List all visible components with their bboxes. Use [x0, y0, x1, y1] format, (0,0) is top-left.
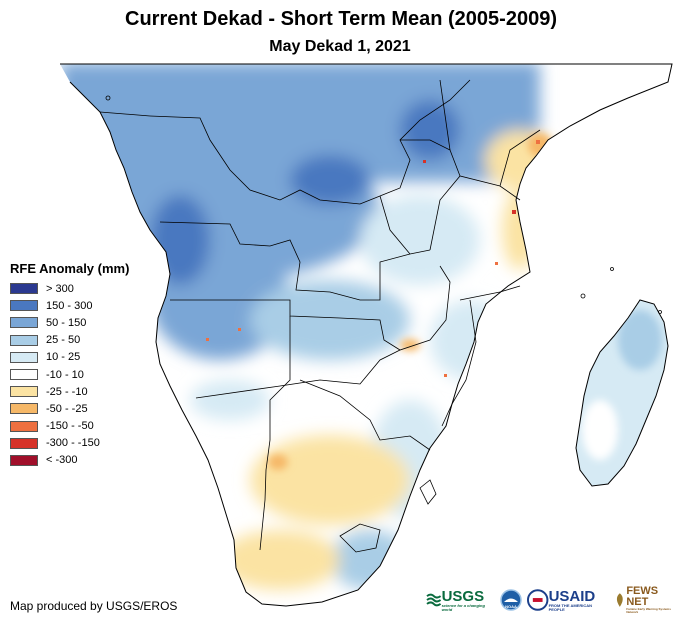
- legend-item: -150 - -50: [10, 418, 129, 435]
- legend-label: -10 - 10: [46, 368, 84, 381]
- legend-label: 150 - 300: [46, 299, 93, 312]
- legend-item: > 300: [10, 280, 129, 297]
- legend-label: 10 - 25: [46, 351, 81, 364]
- legend-swatch: [10, 300, 38, 312]
- fewsnet-logo: FEWS NET Famine Early Warning Systems Ne…: [613, 586, 682, 614]
- usaid-logo: USAID FROM THE AMERICAN PEOPLE: [527, 589, 608, 612]
- legend-label: > 300: [46, 282, 74, 295]
- usaid-wordmark: USAID: [548, 587, 596, 605]
- legend-swatch: [10, 351, 38, 363]
- legend-swatch: [10, 386, 38, 398]
- noaa-logo: NOAA: [500, 589, 522, 611]
- fewsnet-leaf-icon: [616, 593, 623, 607]
- legend-label: -150 - -50: [46, 420, 94, 433]
- partner-logos: USGS science for a changing world NOAA U…: [426, 586, 682, 614]
- usgs-wave-icon: [426, 593, 442, 607]
- usaid-tagline: FROM THE AMERICAN PEOPLE: [548, 602, 592, 612]
- legend-swatch: [10, 317, 38, 329]
- legend-swatch: [10, 420, 38, 432]
- legend-swatch: [10, 437, 38, 449]
- legend-item: 150 - 300: [10, 297, 129, 314]
- usgs-tagline: science for a changing world: [441, 602, 485, 612]
- legend-item: 50 - 150: [10, 314, 129, 331]
- legend-label: 25 - 50: [46, 334, 81, 347]
- legend-swatch: [10, 369, 38, 381]
- legend-swatch: [10, 403, 38, 415]
- legend-label: 50 - 150: [46, 316, 87, 329]
- legend-title: RFE Anomaly (mm): [10, 261, 130, 276]
- map-title: Current Dekad - Short Term Mean (2005-20…: [125, 8, 557, 30]
- fewsnet-tagline: Famine Early Warning Systems Network: [626, 607, 671, 614]
- noaa-text: NOAA: [505, 604, 517, 609]
- legend-item: < -300: [10, 452, 129, 469]
- legend-item: 25 - 50: [10, 332, 129, 349]
- legend-label: -300 - -150: [46, 437, 100, 450]
- legend: RFE Anomaly (mm) > 300 150 - 300 50 - 150 2…: [10, 261, 129, 469]
- legend-label: < -300: [46, 454, 78, 467]
- legend-swatch: [10, 334, 38, 346]
- usaid-seal-icon: [527, 589, 549, 611]
- fewsnet-wordmark: FEWS NET: [626, 585, 659, 608]
- usgs-wordmark: USGS: [441, 587, 485, 605]
- legend-item: -300 - -150: [10, 435, 129, 452]
- legend-item: -10 - 10: [10, 366, 129, 383]
- legend-swatch: [10, 283, 38, 295]
- legend-item: -50 - -25: [10, 400, 129, 417]
- map-credit: Map produced by USGS/EROS: [10, 599, 178, 613]
- rainfall-anomaly-map: [60, 63, 673, 607]
- usgs-logo: USGS science for a changing world: [426, 589, 495, 612]
- noaa-seal-icon: NOAA: [500, 589, 522, 611]
- legend-item: 10 - 25: [10, 349, 129, 366]
- map-subtitle: May Dekad 1, 2021: [269, 38, 411, 55]
- legend-swatch: [10, 454, 38, 466]
- legend-item: -25 - -10: [10, 383, 129, 400]
- legend-label: -50 - -25: [46, 402, 88, 415]
- legend-label: -25 - -10: [46, 385, 88, 398]
